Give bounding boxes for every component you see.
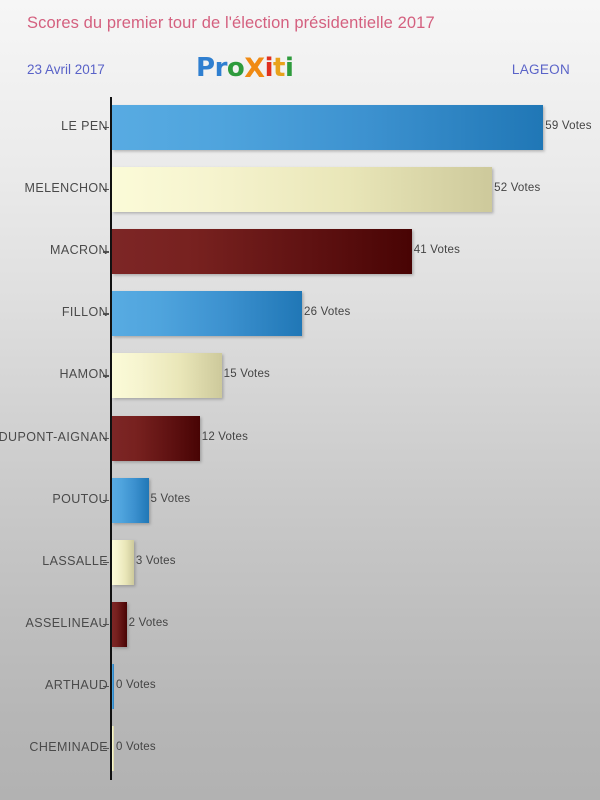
bar-category-label: LE PEN (61, 119, 108, 133)
axis-tick (103, 375, 109, 377)
axis-tick (103, 251, 109, 253)
bar-value-label: 5 Votes (150, 492, 191, 505)
election-date: 23 Avril 2017 (27, 62, 105, 77)
logo-letter-5: i (264, 53, 274, 83)
bar-value-label: 59 Votes (545, 120, 592, 132)
bar[interactable] (112, 291, 303, 337)
bar-value-label: 15 Votes (223, 368, 270, 381)
logo-letter-1: P (196, 53, 215, 83)
bar-row: LASSALLE 3 Votes (0, 532, 600, 594)
bar-value-label: 0 Votes (116, 741, 156, 753)
bar-category-label: FILLON (61, 305, 108, 320)
proxiti-logo[interactable]: ProXiti (196, 53, 294, 84)
bar-row: MACRON 41 Votes (0, 221, 600, 283)
bar[interactable] (112, 105, 544, 150)
axis-tick (103, 313, 109, 315)
bar-row: POUTOU 5 Votes (0, 470, 600, 532)
bar-category-label: DUPONT-AIGNAN (0, 429, 108, 444)
axis-tick (103, 499, 109, 501)
bar[interactable] (112, 229, 412, 275)
bar-value-label: 26 Votes (304, 306, 351, 319)
axis-tick (103, 561, 109, 564)
bar-category-label: MACRON (50, 243, 108, 258)
bar-row: MELENCHON 52 Votes (0, 159, 600, 221)
bar[interactable] (112, 601, 127, 647)
bar[interactable] (112, 415, 200, 461)
axis-tick (103, 748, 109, 750)
logo-letter-4: X (244, 53, 265, 84)
y-axis-line (110, 97, 112, 780)
logo-letter-3: o (226, 53, 245, 83)
bar-category-label: ASSELINEAU (25, 615, 108, 630)
bar-category-label: HAMON (59, 367, 108, 382)
bar[interactable] (112, 663, 114, 709)
bar-category-label: POUTOU (52, 491, 108, 506)
bar[interactable] (112, 167, 493, 213)
bar-category-label: CHEMINADE (29, 740, 108, 754)
bar-value-label: 52 Votes (494, 182, 541, 195)
bar-value-label: 41 Votes (413, 244, 461, 257)
bar[interactable] (112, 539, 134, 585)
axis-tick (103, 189, 109, 191)
bar-value-label: 0 Votes (116, 678, 156, 691)
bar-row: LE PEN 59 Votes (0, 97, 600, 159)
bar-value-label: 3 Votes (135, 554, 176, 567)
axis-tick (103, 685, 109, 688)
bar-category-label: MELENCHON (24, 181, 108, 196)
bar-value-label: 2 Votes (128, 616, 169, 629)
bar-row: ARTHAUD 0 Votes (0, 656, 600, 718)
axis-tick (103, 127, 109, 129)
axis-tick (103, 623, 109, 626)
logo-letter-6: t (273, 53, 285, 83)
logo-letter-7: i (284, 53, 294, 83)
commune-name: LAGEON (511, 62, 570, 77)
bar-row: FILLON 26 Votes (0, 283, 600, 345)
bar-row: HAMON 15 Votes (0, 345, 600, 407)
logo-letter-2: r (214, 53, 228, 83)
axis-tick (103, 437, 109, 439)
page-title: Scores du premier tour de l'élection pré… (27, 14, 435, 32)
bar[interactable] (112, 353, 222, 399)
bar[interactable] (112, 726, 114, 771)
bar-row: DUPONT-AIGNAN 12 Votes (0, 408, 600, 470)
bar-row: ASSELINEAU 2 Votes (0, 594, 600, 656)
bar-category-label: ARTHAUD (45, 677, 108, 692)
bar[interactable] (112, 477, 149, 523)
bar-value-label: 12 Votes (201, 430, 249, 443)
bar-category-label: LASSALLE (42, 553, 108, 568)
bar-row: CHEMINADE 0 Votes (0, 718, 600, 780)
